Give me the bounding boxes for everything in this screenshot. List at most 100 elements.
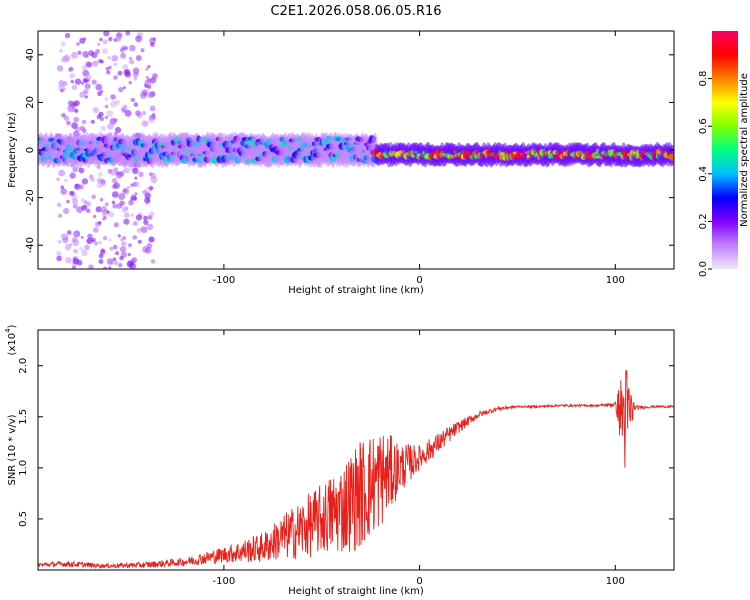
heatmap-cell: [73, 116, 79, 123]
heatmap-cell: [56, 255, 62, 262]
heatmap-cell: [124, 71, 131, 78]
top-x-axis-label: Height of straight line (km): [288, 285, 424, 296]
heatmap-cell: [140, 92, 147, 99]
heatmap-cell: [146, 80, 153, 87]
heatmap-cell: [87, 264, 93, 269]
heatmap-cell: [57, 239, 62, 244]
heatmap-cell: [124, 212, 130, 218]
heatmap-cell: [99, 37, 103, 42]
heatmap-cell: [120, 48, 125, 53]
heatmap-cell: [69, 73, 75, 79]
heatmap-cell: [71, 51, 78, 59]
heatmap-cell: [56, 177, 60, 181]
heatmap-cell: [107, 211, 115, 218]
heatmap-cell: [115, 251, 120, 256]
heatmap-cell: [123, 218, 130, 225]
heatmap-cell: [132, 167, 139, 174]
heatmap-cell: [128, 56, 132, 60]
heatmap-cell: [61, 56, 69, 63]
heatmap-cell: [103, 216, 107, 220]
snr-plot-area: [38, 370, 674, 570]
heatmap-cell: [93, 214, 97, 219]
heatmap-cell: [79, 125, 85, 131]
heatmap-cell: [106, 70, 111, 75]
heatmap-cell: [82, 37, 87, 41]
heatmap-cell: [149, 37, 156, 44]
heatmap-cell: [62, 237, 69, 244]
heatmap-cell: [130, 213, 135, 217]
bottom-y-tick-label: 1.0: [18, 460, 29, 476]
heatmap-cell: [118, 87, 124, 93]
heatmap-cell: [128, 243, 132, 248]
heatmap-cell: [104, 115, 109, 120]
heatmap-cell: [120, 52, 126, 58]
heatmap-cell: [112, 257, 117, 262]
heatmap-cell: [111, 55, 118, 62]
heatmap-cell: [152, 73, 158, 79]
heatmap-cell: [115, 203, 122, 209]
heatmap-cell: [81, 65, 88, 71]
heatmap-cell: [111, 200, 116, 205]
heatmap-cell: [109, 117, 117, 125]
heatmap-cell: [96, 182, 104, 189]
heatmap-cell: [132, 67, 140, 74]
heatmap-cell: [74, 78, 82, 85]
heatmap-cell: [111, 191, 119, 198]
heatmap-cell: [129, 59, 135, 65]
heatmap-cell: [113, 75, 118, 80]
heatmap-cell: [97, 221, 102, 225]
heatmap-cell: [143, 215, 148, 221]
heatmap-cell: [86, 208, 91, 213]
heatmap-cell: [148, 186, 154, 191]
heatmap-cell: [122, 64, 129, 70]
heatmap-cell: [120, 237, 125, 242]
heatmap-cell: [134, 192, 138, 196]
heatmap-cell: [127, 185, 131, 189]
heatmap-cell: [97, 42, 100, 46]
heatmap-cell: [93, 60, 99, 66]
heatmap-cell: [78, 167, 85, 174]
chart-title: C2E1.2026.058.06.05.R16: [270, 4, 441, 19]
heatmap-cell: [56, 250, 62, 256]
heatmap-cell: [113, 62, 117, 66]
heatmap-cell: [69, 172, 76, 179]
heatmap-cell: [123, 46, 128, 51]
heatmap-cell: [140, 226, 148, 234]
heatmap-cell: [117, 70, 123, 76]
heatmap-cell: [81, 178, 89, 185]
heatmap-cell: [80, 198, 86, 203]
heatmap-cell: [104, 104, 109, 109]
heatmap-cell: [97, 177, 103, 184]
heatmap-cell: [117, 234, 121, 238]
top-y-axis-label: Frequency (Hz): [7, 112, 18, 188]
heatmap-cell: [72, 233, 77, 237]
heatmap-cell: [65, 257, 72, 264]
heatmap-cell: [133, 102, 138, 107]
snr-series-line: [38, 370, 674, 570]
heatmap-cell: [100, 60, 104, 64]
heatmap-cell: [141, 120, 148, 127]
heatmap-cell: [143, 219, 149, 225]
heatmap-cell: [121, 242, 125, 246]
heatmap-cell: [56, 65, 64, 72]
heatmap-cell: [108, 266, 112, 269]
heatmap-cell: [100, 125, 107, 131]
heatmap-cell: [144, 197, 151, 204]
top-y-tick-label: -20: [25, 189, 36, 205]
heatmap-cell: [98, 240, 102, 245]
heatmap-cell: [148, 236, 155, 243]
heatmap-cell: [67, 106, 75, 113]
bottom-y-tick-label: 2.0: [18, 358, 29, 374]
heatmap-cell: [99, 249, 106, 256]
heatmap-cell: [144, 247, 152, 254]
heatmap-cell: [138, 171, 144, 177]
heatmap-cell: [88, 174, 94, 179]
heatmap-cell: [113, 37, 118, 43]
heatmap-cell: [122, 86, 126, 90]
heatmap-cell: [92, 106, 99, 114]
heatmap-cell: [118, 193, 126, 200]
heatmap-cell: [127, 253, 131, 257]
heatmap-cell: [117, 38, 121, 42]
heatmap-cell: [64, 32, 71, 39]
